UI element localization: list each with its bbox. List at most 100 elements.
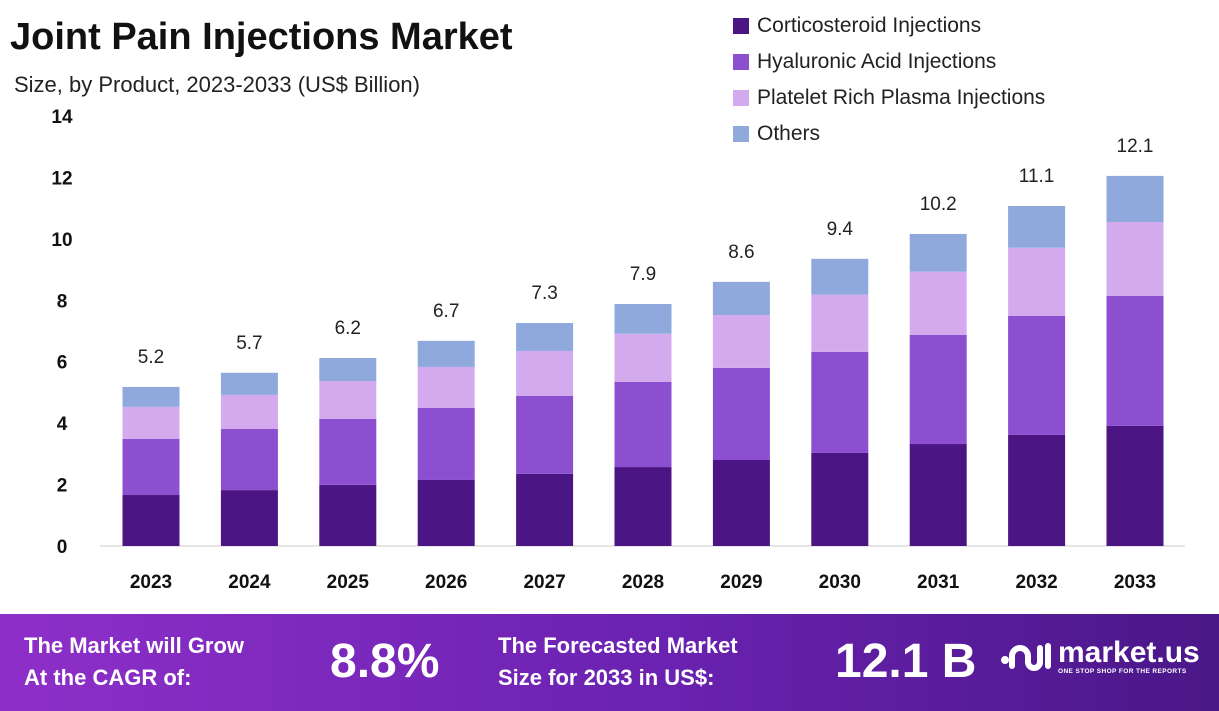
- bar-segment: [516, 395, 574, 474]
- footer-banner: The Market will Grow At the CAGR of: 8.8%…: [0, 614, 1219, 711]
- bar-segment: [712, 281, 770, 316]
- bar-segment: [122, 386, 180, 407]
- y-tick-label: 12: [51, 168, 72, 189]
- bar-segment: [614, 303, 672, 334]
- x-tick-label: 2033: [1114, 572, 1156, 593]
- total-data-label: 7.9: [630, 264, 656, 285]
- bar-segment: [614, 333, 672, 382]
- chart-title: Joint Pain Injections Market: [10, 16, 513, 58]
- bar-segment: [516, 323, 574, 351]
- bar-segment: [811, 294, 869, 352]
- brand-name: market.us: [1058, 635, 1200, 669]
- bar-segment: [122, 438, 180, 496]
- y-tick-label: 4: [57, 414, 68, 435]
- bar-segment: [1106, 295, 1164, 426]
- forecast-label: The Forecasted Market Size for 2033 in US…: [498, 630, 738, 694]
- legend-swatch: [733, 126, 749, 142]
- legend-label: Others: [757, 122, 821, 145]
- bar-segment: [319, 358, 377, 382]
- y-tick-label: 14: [51, 107, 73, 128]
- brand-logo: market.us ONE STOP SHOP FOR THE REPORTS: [1000, 636, 1200, 676]
- total-data-label: 10.2: [920, 194, 957, 215]
- chart-plot: 0 2 4 6 8 10 12 14 5.2 2023 5.7 2024 6.2 2025 6.7 2026 7…: [51, 107, 1185, 593]
- total-data-label: 5.2: [138, 347, 164, 368]
- x-tick-label: 2028: [622, 572, 664, 593]
- bar-segment: [319, 418, 377, 485]
- total-data-label: 11.1: [1019, 166, 1055, 187]
- bar-segment: [1008, 205, 1066, 248]
- legend-item: Hyaluronic Acid Injections: [733, 44, 1045, 80]
- bar-segment: [1106, 221, 1164, 296]
- cagr-value: 8.8%: [330, 635, 440, 688]
- bar-segment: [220, 428, 278, 491]
- bar-segment: [712, 460, 770, 546]
- cagr-label-line: At the CAGR of:: [24, 665, 192, 690]
- y-tick-label: 10: [51, 230, 72, 251]
- total-data-label: 12.1: [1117, 136, 1154, 157]
- bar-segment: [220, 394, 278, 429]
- x-tick-label: 2029: [720, 572, 762, 593]
- bar-segment: [909, 334, 967, 445]
- y-tick-label: 8: [57, 291, 68, 312]
- legend-swatch: [733, 54, 749, 70]
- market-us-logo-icon: [1001, 643, 1051, 671]
- bar-segment: [417, 340, 475, 367]
- bar-segment: [811, 351, 869, 453]
- bar-segment: [909, 444, 967, 546]
- total-data-label: 6.2: [335, 318, 361, 339]
- y-tick-label: 6: [57, 353, 68, 374]
- x-tick-label: 2026: [425, 572, 467, 593]
- forecast-label-line: Size for 2033 in US$:: [498, 665, 715, 690]
- bar-segment: [1106, 175, 1164, 222]
- x-tick-label: 2025: [327, 572, 370, 593]
- x-tick-label: 2030: [819, 572, 861, 593]
- legend-swatch: [733, 18, 749, 34]
- y-tick-label: 2: [57, 476, 68, 497]
- bar-segment: [516, 350, 574, 396]
- bar-segment: [1008, 247, 1066, 316]
- bar-segment: [122, 406, 180, 439]
- bar-segment: [614, 381, 672, 468]
- x-tick-label: 2024: [228, 572, 271, 593]
- legend-label: Hyaluronic Acid Injections: [757, 50, 997, 73]
- bar-segment: [220, 490, 278, 546]
- bar-segment: [1008, 315, 1066, 435]
- bar-segment: [417, 366, 475, 408]
- cagr-label-line: The Market will Grow: [24, 633, 245, 658]
- legend-item: Corticosteroid Injections: [733, 8, 1045, 44]
- x-tick-label: 2031: [917, 572, 960, 593]
- total-data-label: 5.7: [236, 333, 262, 354]
- bar-segment: [811, 452, 869, 546]
- bar-segment: [1008, 434, 1066, 546]
- bar-segment: [909, 233, 967, 272]
- legend-label: Corticosteroid Injections: [757, 14, 982, 37]
- bar-segment: [909, 271, 967, 335]
- legend: Corticosteroid Injections Hyaluronic Aci…: [733, 8, 1045, 152]
- bar-segment: [712, 315, 770, 368]
- bar-segment: [220, 372, 278, 395]
- bar-segment: [319, 381, 377, 419]
- bar-segment: [417, 407, 475, 480]
- forecast-label-line: The Forecasted Market: [498, 633, 738, 658]
- x-tick-label: 2032: [1015, 572, 1057, 593]
- cagr-label: The Market will Grow At the CAGR of:: [24, 630, 244, 694]
- legend-swatch: [733, 90, 749, 106]
- x-tick-label: 2027: [523, 572, 565, 593]
- bar-segment: [516, 473, 574, 546]
- bar-segment: [319, 484, 377, 546]
- bar-segment: [614, 467, 672, 546]
- forecast-value: 12.1 B: [835, 635, 977, 688]
- bar-segment: [417, 479, 475, 546]
- legend-item: Platelet Rich Plasma Injections: [733, 80, 1045, 116]
- legend-label: Platelet Rich Plasma Injections: [757, 86, 1046, 109]
- bar-segment: [122, 495, 180, 546]
- bar-segment: [811, 258, 869, 295]
- brand-tagline: ONE STOP SHOP FOR THE REPORTS: [1058, 667, 1187, 675]
- total-data-label: 7.3: [531, 283, 557, 304]
- x-tick-label: 2023: [130, 572, 172, 593]
- legend-item: Others: [733, 116, 1045, 152]
- total-data-label: 9.4: [827, 219, 854, 240]
- total-data-label: 6.7: [433, 301, 459, 322]
- y-tick-label: 0: [57, 537, 68, 558]
- bar-segment: [1106, 425, 1164, 546]
